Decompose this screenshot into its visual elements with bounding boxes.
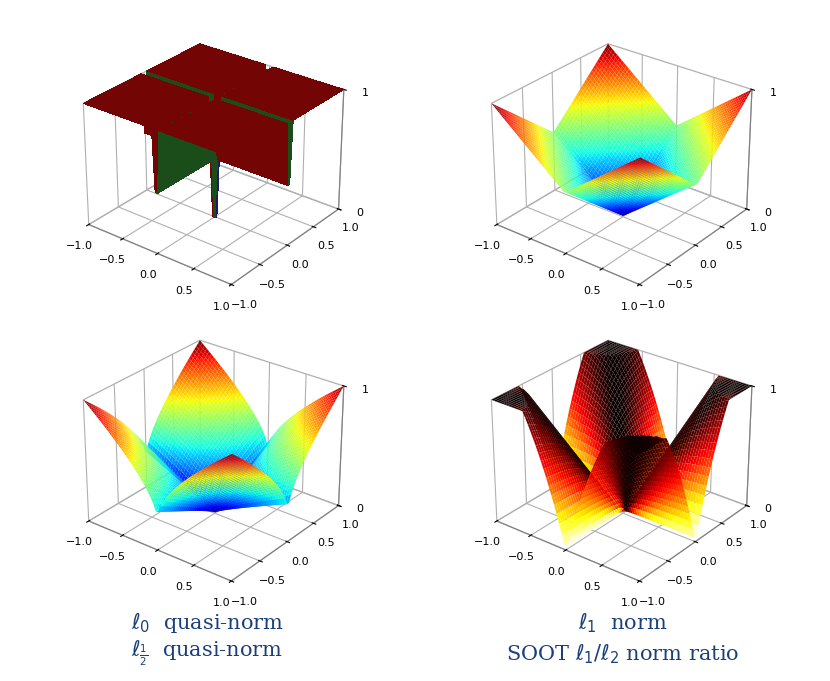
Text: SOOT $\ell_1/\ell_2$ norm ratio: SOOT $\ell_1/\ell_2$ norm ratio (506, 642, 739, 665)
Text: $\ell_1$  norm: $\ell_1$ norm (578, 612, 667, 635)
Text: $\ell_{\frac{1}{2}}$  quasi-norm: $\ell_{\frac{1}{2}}$ quasi-norm (131, 639, 284, 668)
Text: $\ell_0$  quasi-norm: $\ell_0$ quasi-norm (131, 611, 284, 635)
